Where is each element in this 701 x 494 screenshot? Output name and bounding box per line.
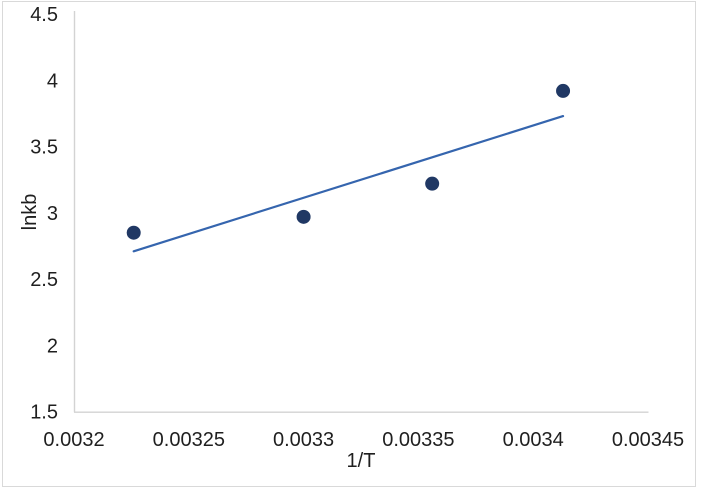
x-tick-label: 0.00325 — [153, 429, 225, 451]
y-axis-title: lnkb — [19, 194, 41, 231]
y-tick-label: 2.5 — [30, 269, 58, 291]
x-tick-label: 0.00335 — [382, 429, 454, 451]
y-tick-label: 4.5 — [30, 4, 58, 26]
y-tick-label: 3 — [47, 203, 58, 225]
axes-layer — [73, 11, 649, 413]
x-tick-label: 0.0032 — [43, 429, 104, 451]
data-point — [425, 176, 440, 191]
y-tick-label: 1.5 — [30, 402, 58, 424]
x-tick-label: 0.00345 — [612, 429, 684, 451]
trendline — [132, 114, 565, 253]
data-point — [296, 209, 311, 224]
y-tick-label: 3.5 — [30, 137, 58, 159]
x-tick-label: 0.0034 — [503, 429, 564, 451]
chart-frame — [2, 1, 696, 487]
tick-labels-layer: 1.5 2 2.5 3 3.5 4 4.5 0.0032 0.00325 0.0033 0.0033… — [30, 4, 684, 451]
y-tick-label: 2 — [47, 335, 58, 357]
data-point — [556, 83, 571, 98]
x-tick-label: 0.0033 — [273, 429, 334, 451]
data-point — [126, 225, 141, 240]
series-layer — [126, 83, 571, 253]
y-tick-label: 4 — [47, 70, 58, 92]
x-axis-title: 1/T — [347, 450, 376, 472]
